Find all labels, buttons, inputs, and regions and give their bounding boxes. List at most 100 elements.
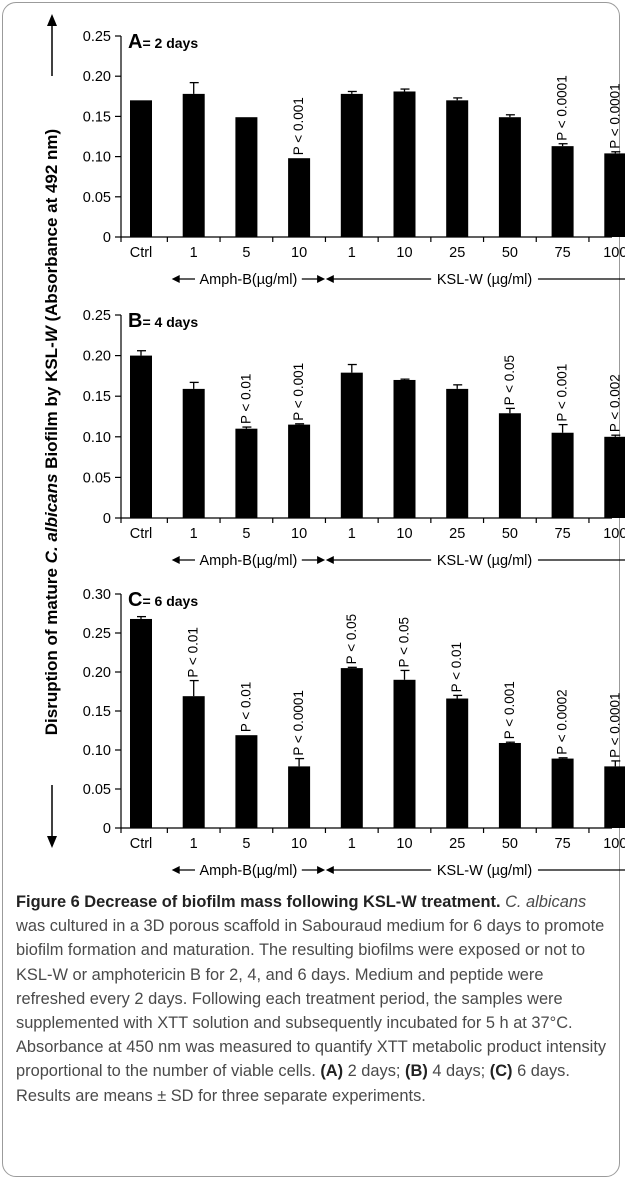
group-arrow-head-left [325, 556, 334, 564]
caption-body: was cultured in a 3D porous scaffold in … [16, 917, 607, 1081]
category-label: 10 [396, 526, 412, 542]
group-label: Amph-B(µg/ml) [200, 272, 298, 288]
caption-panel-a: (A) [320, 1062, 344, 1081]
figure-caption: Figure 6 Decrease of biofilm mass follow… [16, 890, 614, 1108]
category-label: 10 [291, 245, 307, 261]
bar [340, 93, 363, 237]
p-value-label: P < 0.01 [238, 682, 253, 732]
category-label: 1 [190, 245, 198, 261]
p-value-label: P < 0.001 [555, 364, 570, 422]
category-label: 25 [449, 526, 465, 542]
bar [393, 379, 416, 518]
category-label: 10 [396, 245, 412, 261]
bar [182, 696, 205, 828]
y-axis-title-species: C. albicans [42, 474, 61, 564]
bar [340, 372, 363, 518]
y-tick-label: 0.10 [83, 150, 111, 166]
category-label: 1 [190, 526, 198, 542]
category-label: 1 [190, 836, 198, 852]
group-arrow-head-right [317, 556, 326, 564]
caption-title: Figure 6 Decrease of biofilm mass follow… [16, 893, 501, 911]
y-axis-title-mid: Biofilm by KSL- [42, 342, 61, 473]
y-tick-label: 0.05 [83, 190, 111, 206]
category-label: 50 [502, 836, 518, 852]
panel-title: B= 4 days [128, 310, 198, 332]
y-tick-label: 0.30 [83, 587, 111, 603]
chart-panel-a: 0 0.05 0.10 0.15 0.20 0.25 A= 2 days Ctrl 1 5 P < … [83, 29, 625, 288]
category-label: 5 [242, 836, 250, 852]
bar [498, 117, 521, 237]
p-value-label: P < 0.002 [607, 374, 622, 432]
panel-days: = 4 days [142, 314, 198, 330]
panel-letter: C [128, 589, 142, 611]
y-tick-label: 0 [103, 821, 111, 837]
bar [182, 93, 205, 237]
bar [498, 742, 521, 828]
p-value-label: P < 0.05 [397, 617, 412, 667]
y-tick-label: 0.20 [83, 665, 111, 681]
group-arrow-head-left [171, 275, 180, 283]
group-arrow-head-left [171, 866, 180, 874]
y-tick-label: 0.10 [83, 743, 111, 759]
y-tick-label: 0.15 [83, 389, 111, 405]
y-tick-label: 0.10 [83, 430, 111, 446]
y-tick-label: 0.05 [83, 470, 111, 486]
category-label: 75 [555, 836, 571, 852]
group-arrow-head-left [325, 866, 334, 874]
p-value-label: P < 0.05 [344, 614, 359, 664]
caption-panel-b: (B) [405, 1062, 428, 1081]
bar [235, 117, 258, 237]
bar [340, 668, 363, 828]
p-value-label: P < 0.0001 [607, 83, 622, 148]
y-axis-title-w: W [42, 324, 61, 342]
bar [604, 766, 625, 828]
p-value-label: P < 0.01 [186, 627, 201, 677]
category-label: 5 [242, 245, 250, 261]
bar [393, 679, 416, 828]
p-value-label: P < 0.001 [291, 363, 306, 421]
caption-text-a: 2 days; [343, 1062, 406, 1081]
panel-title: A= 2 days [128, 31, 198, 53]
bar [288, 424, 311, 518]
bar [551, 432, 574, 518]
category-label: Ctrl [130, 245, 153, 261]
category-label: 10 [396, 836, 412, 852]
caption-panel-c: (C) [489, 1062, 513, 1081]
y-axis-title: Disruption of mature C. albicans Biofilm… [42, 14, 61, 848]
bar [446, 388, 469, 518]
group-arrow-head-left [325, 275, 334, 283]
category-label: 75 [555, 526, 571, 542]
category-label: 75 [555, 245, 571, 261]
caption-text-b: 4 days; [427, 1062, 490, 1081]
bar [393, 91, 416, 237]
category-label: 50 [502, 245, 518, 261]
group-label: KSL-W (µg/ml) [437, 272, 532, 288]
category-label: 100 [603, 526, 625, 542]
figure-charts: Disruption of mature C. albicans Biofilm… [42, 14, 625, 879]
p-value-label: P < 0.0001 [607, 692, 622, 757]
bar [446, 100, 469, 237]
bar [551, 758, 574, 828]
y-axis-title-pre: Disruption of mature [42, 563, 61, 735]
bar [130, 100, 152, 237]
category-label: 100 [603, 836, 625, 852]
group-arrow-head-right [317, 275, 326, 283]
y-tick-label: 0.20 [83, 349, 111, 365]
bar [130, 618, 152, 828]
bar [446, 698, 469, 828]
panel-days: = 2 days [142, 35, 198, 51]
bar [235, 735, 258, 828]
y-tick-label: 0.25 [83, 308, 111, 324]
category-label: Ctrl [130, 526, 153, 542]
y-arrow-down-head [47, 836, 57, 848]
svg-text:Disruption of mature C. albica: Disruption of mature C. albicans Biofilm… [42, 129, 61, 735]
bar [182, 388, 205, 518]
y-tick-label: 0.05 [83, 782, 111, 798]
group-arrow-head-right [317, 866, 326, 874]
category-label: 1 [348, 526, 356, 542]
category-label: 10 [291, 836, 307, 852]
bar [551, 146, 574, 237]
y-tick-label: 0 [103, 230, 111, 246]
bar [498, 413, 521, 518]
y-arrow-up-head [47, 14, 57, 26]
